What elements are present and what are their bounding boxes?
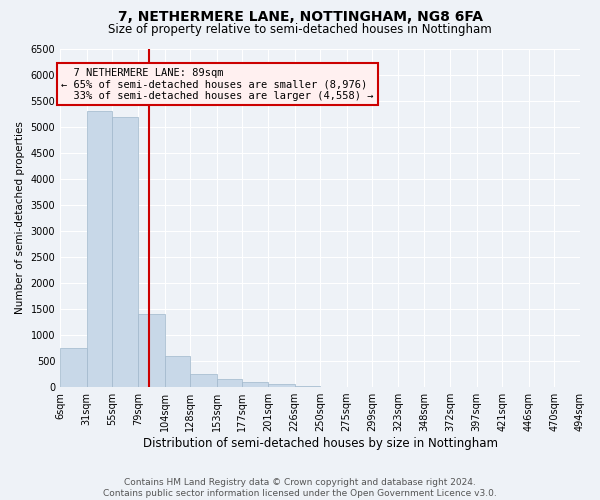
Text: Size of property relative to semi-detached houses in Nottingham: Size of property relative to semi-detach… [108, 22, 492, 36]
Bar [320, 386, 347, 387]
Bar [268, 384, 295, 387]
Bar [87, 112, 112, 387]
Bar [60, 348, 87, 387]
Bar [190, 374, 217, 387]
Bar [138, 314, 164, 387]
Bar [112, 116, 138, 387]
Text: 7 NETHERMERE LANE: 89sqm
← 65% of semi-detached houses are smaller (8,976)
  33%: 7 NETHERMERE LANE: 89sqm ← 65% of semi-d… [61, 68, 374, 101]
Text: 7, NETHERMERE LANE, NOTTINGHAM, NG8 6FA: 7, NETHERMERE LANE, NOTTINGHAM, NG8 6FA [118, 10, 482, 24]
Y-axis label: Number of semi-detached properties: Number of semi-detached properties [15, 122, 25, 314]
Bar [164, 356, 190, 387]
Bar [242, 382, 268, 387]
Bar [217, 380, 242, 387]
Text: Contains HM Land Registry data © Crown copyright and database right 2024.
Contai: Contains HM Land Registry data © Crown c… [103, 478, 497, 498]
X-axis label: Distribution of semi-detached houses by size in Nottingham: Distribution of semi-detached houses by … [143, 437, 497, 450]
Bar [295, 386, 320, 387]
